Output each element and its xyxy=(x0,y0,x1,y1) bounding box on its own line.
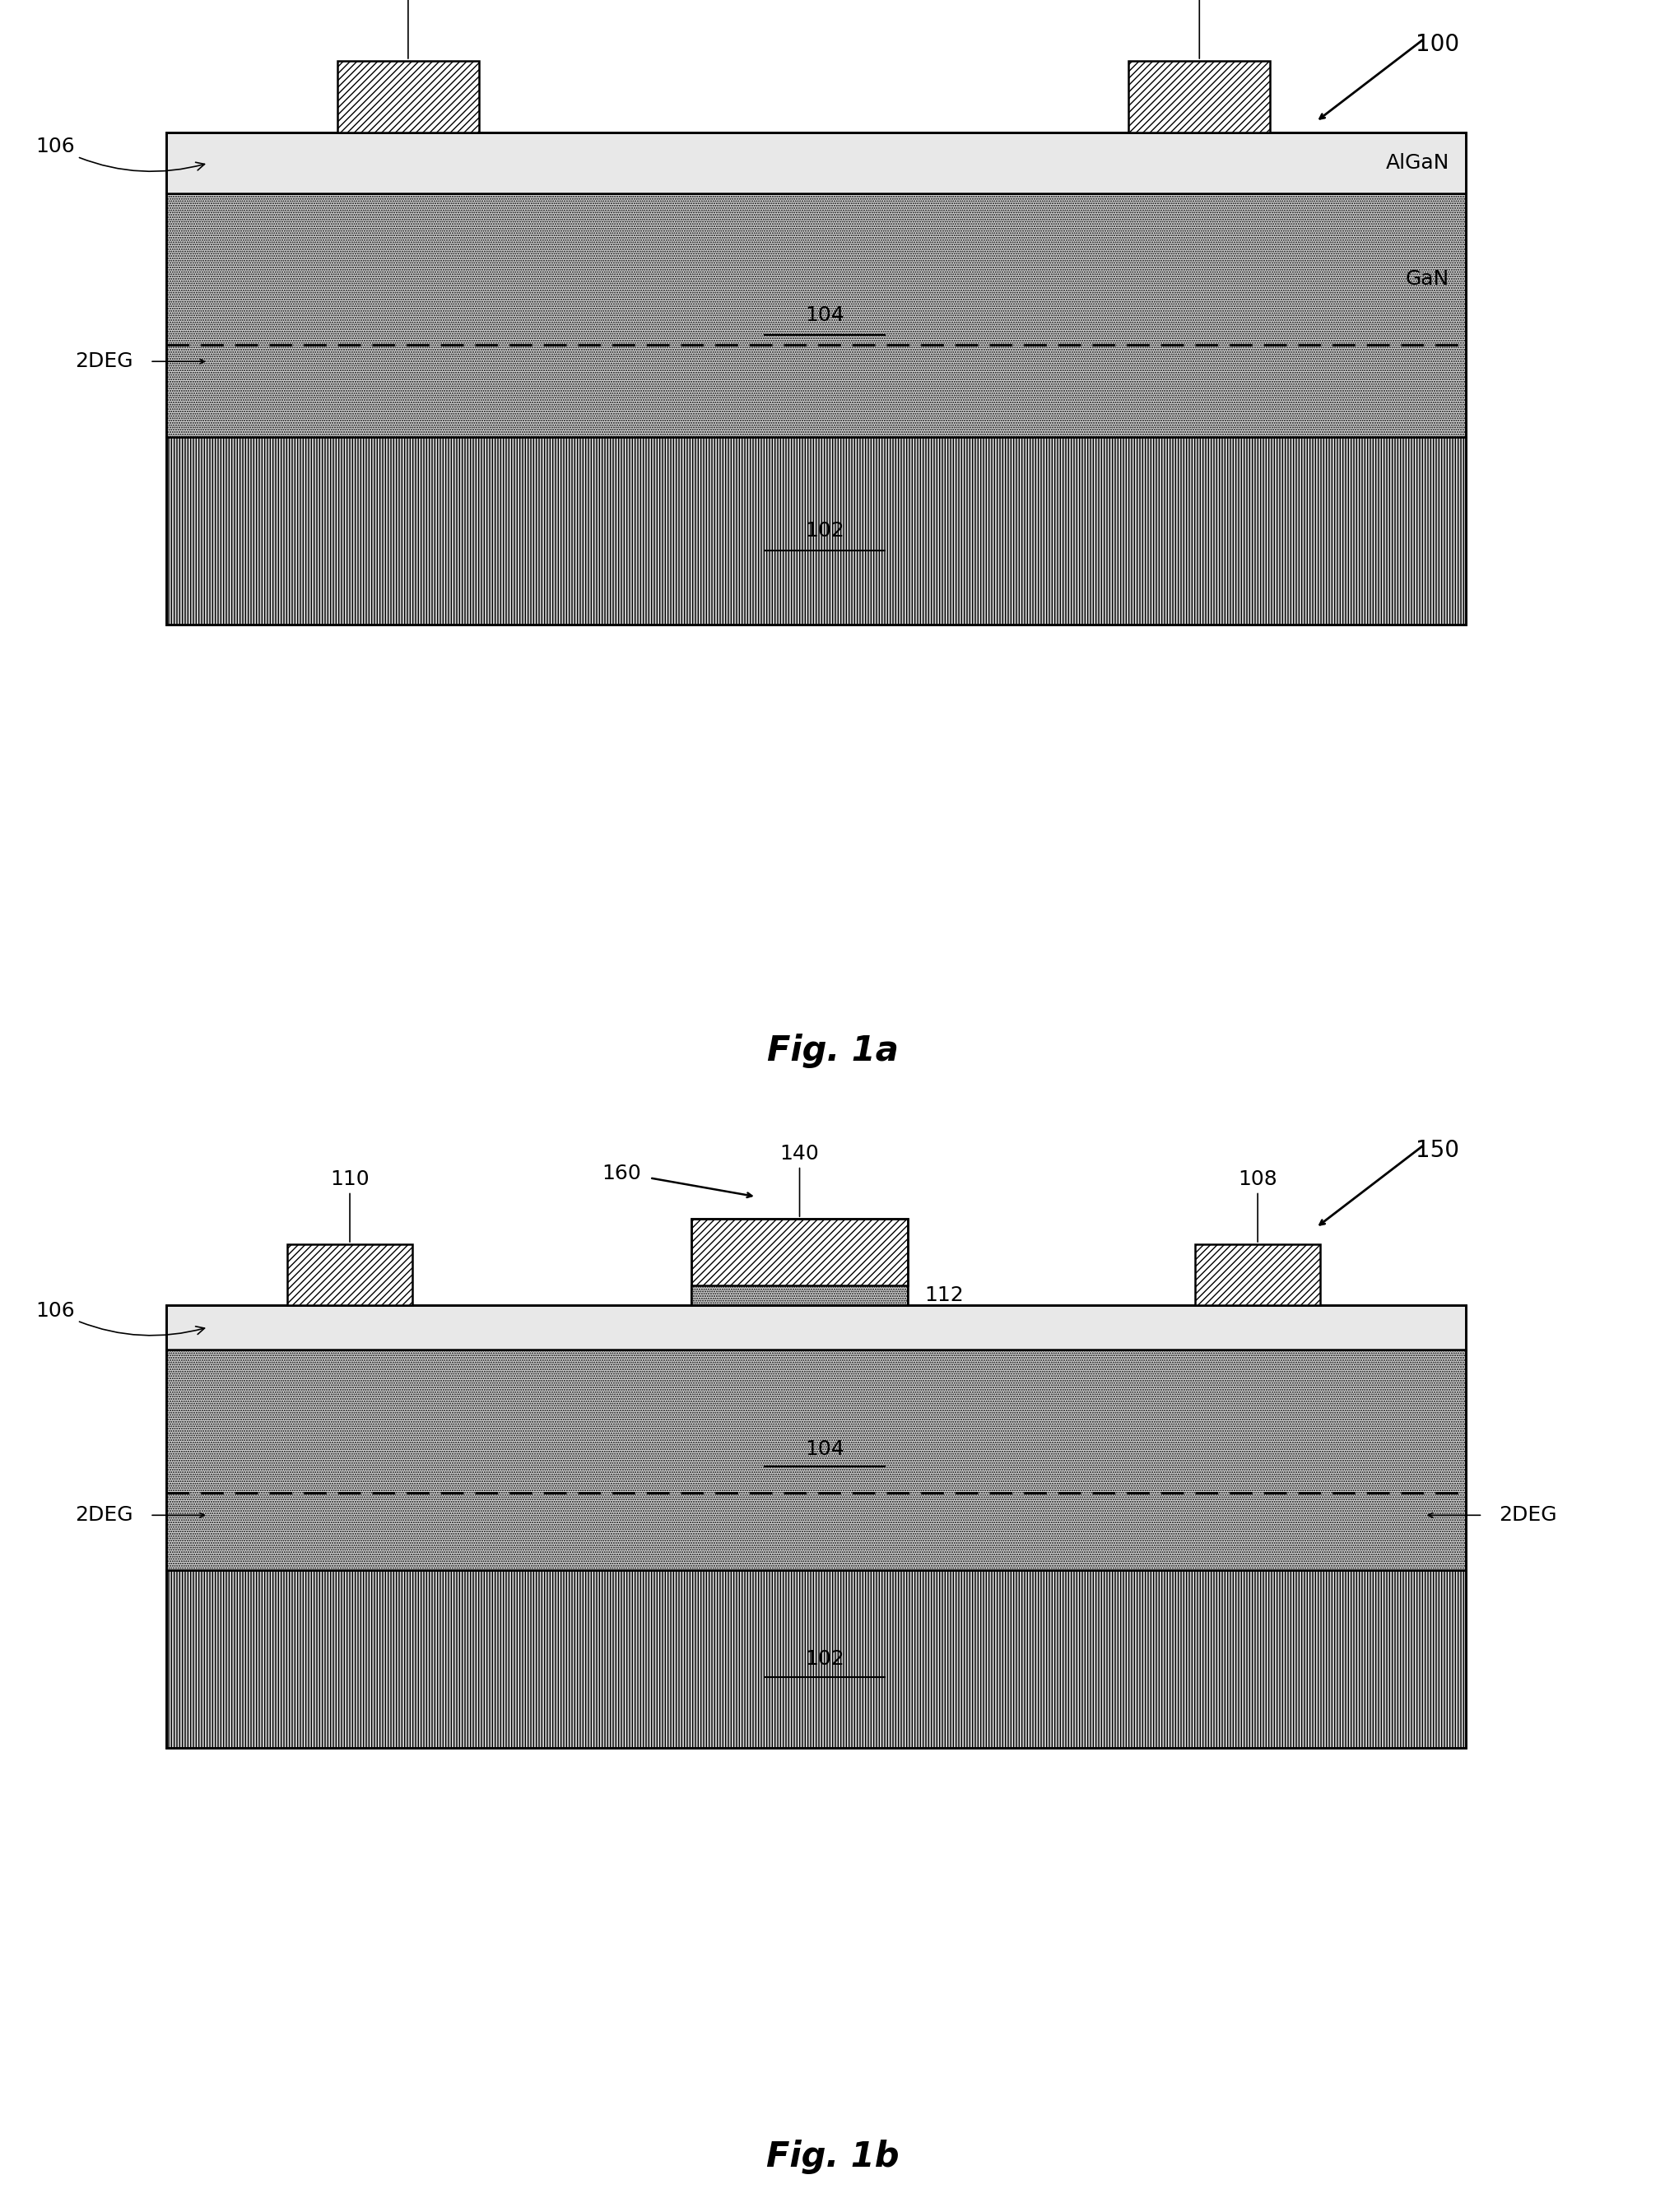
Text: 2DEG: 2DEG xyxy=(75,1506,133,1524)
Text: 108: 108 xyxy=(1237,1170,1277,1241)
Text: 102: 102 xyxy=(804,522,844,540)
Text: 108: 108 xyxy=(1179,0,1219,58)
Bar xyxy=(166,133,1465,626)
Bar xyxy=(166,1305,1465,1747)
Bar xyxy=(691,1219,907,1285)
Bar xyxy=(166,133,1465,195)
Text: Fig. 1b: Fig. 1b xyxy=(766,2139,899,2174)
Bar xyxy=(1129,60,1269,133)
Text: 110: 110 xyxy=(330,1170,370,1241)
Text: 2DEG: 2DEG xyxy=(75,352,133,372)
Text: 106: 106 xyxy=(35,1301,205,1336)
Bar xyxy=(286,1243,413,1305)
Text: 2DEG: 2DEG xyxy=(1498,1506,1557,1524)
Bar xyxy=(166,1305,1465,1349)
Text: Fig. 1a: Fig. 1a xyxy=(768,1033,897,1068)
Text: 150: 150 xyxy=(1415,1139,1459,1161)
Bar xyxy=(166,195,1465,438)
Text: 112: 112 xyxy=(924,1285,964,1305)
Text: 104: 104 xyxy=(804,1440,844,1458)
Text: 104: 104 xyxy=(804,305,844,325)
Text: 102: 102 xyxy=(804,1650,844,1668)
Text: GaN: GaN xyxy=(1405,270,1449,288)
Text: AlGaN: AlGaN xyxy=(1385,153,1449,173)
Bar xyxy=(1195,1243,1319,1305)
Text: 100: 100 xyxy=(1415,33,1459,55)
Text: 140: 140 xyxy=(779,1144,819,1217)
Text: 110: 110 xyxy=(388,0,428,58)
Bar xyxy=(166,1571,1465,1747)
Bar xyxy=(166,438,1465,626)
Text: 160: 160 xyxy=(601,1164,641,1183)
Text: 106: 106 xyxy=(35,137,205,170)
Bar xyxy=(691,1285,907,1305)
Bar xyxy=(336,60,480,133)
Bar xyxy=(691,1219,907,1305)
Bar xyxy=(166,1349,1465,1571)
